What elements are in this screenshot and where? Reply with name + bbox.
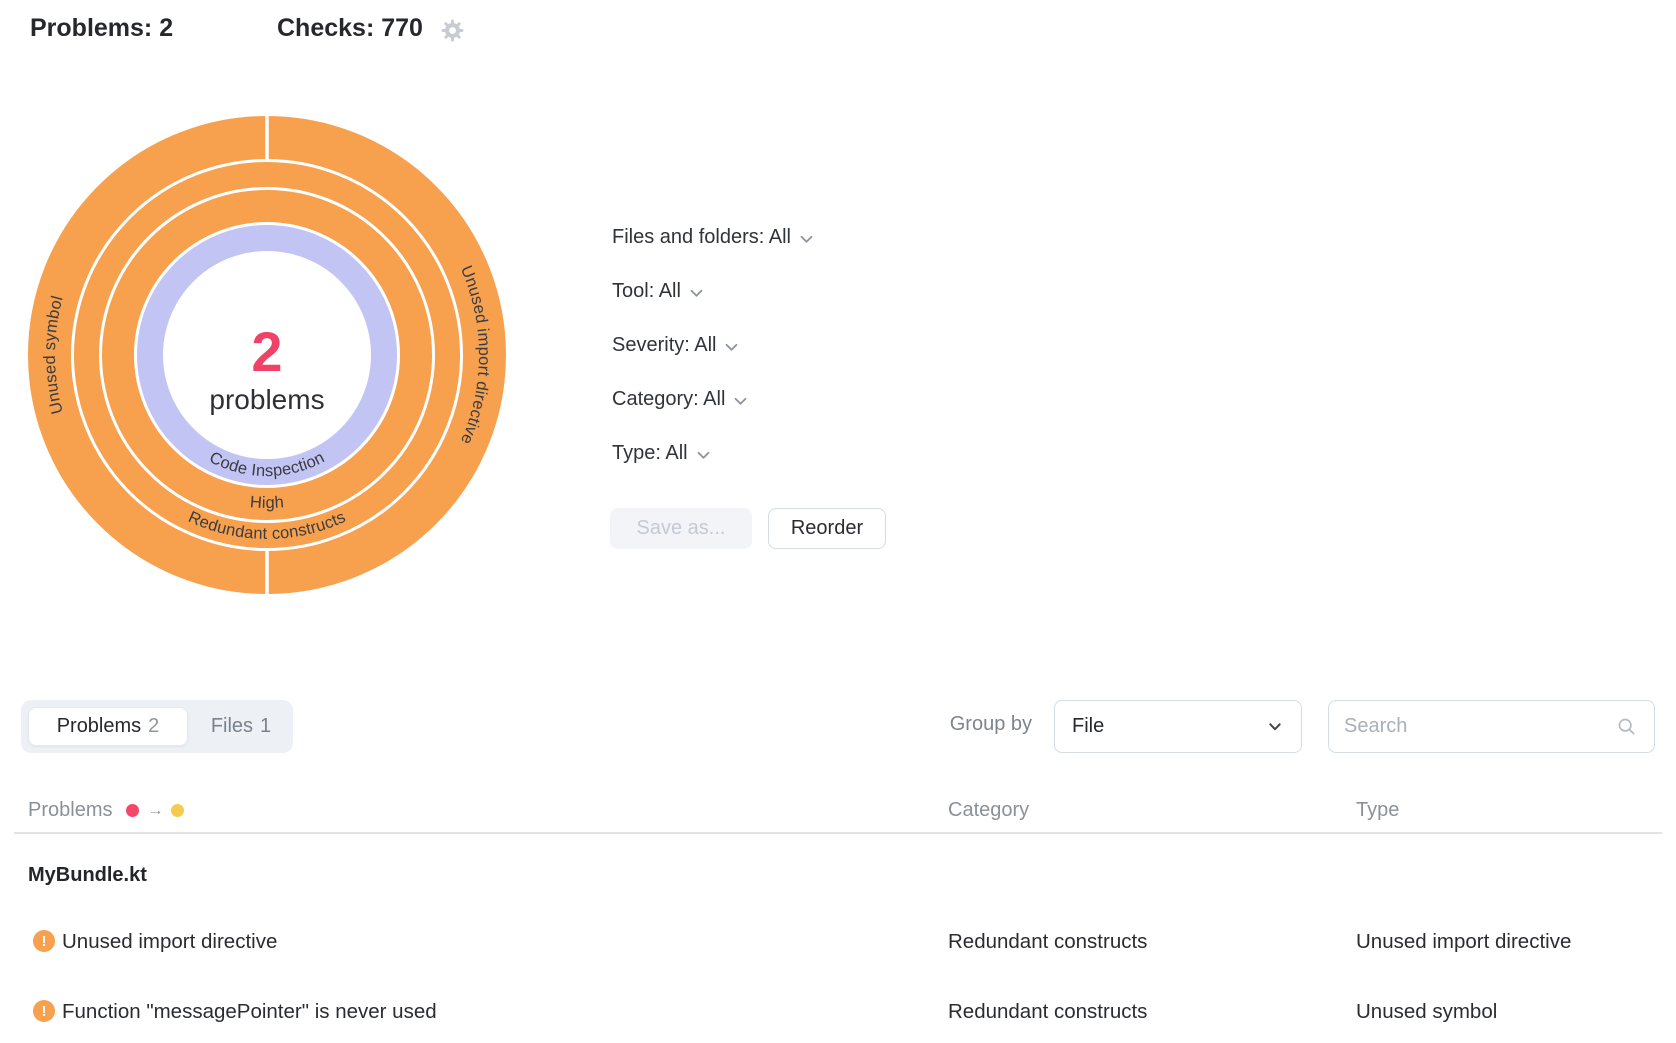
filter-files-and-folders-label: Files and folders: All (612, 226, 791, 248)
search-icon (1618, 718, 1635, 735)
chevron-down-icon (726, 343, 738, 351)
search-box (1328, 700, 1655, 753)
problems-count-label: problems (209, 384, 324, 415)
column-category: Category (948, 799, 1030, 821)
table-header: Problems → Category Type (0, 799, 1676, 825)
filter-files-and-folders[interactable]: Files and folders: All (612, 224, 813, 251)
problem-row[interactable]: ! Function "messagePointer" is never use… (0, 999, 1676, 1025)
tab-problems-label: Problems (56, 715, 142, 737)
search-input[interactable] (1344, 715, 1617, 738)
filter-severity[interactable]: Severity: All (612, 332, 813, 359)
file-group-name: MyBundle.kt (28, 864, 147, 886)
filter-tool-label: Tool: All (612, 280, 681, 302)
severity-low-dot (171, 804, 185, 817)
ring-severity-segment[interactable] (102, 190, 432, 520)
gear-icon (441, 19, 464, 42)
problems-count: 2 (251, 320, 282, 383)
filter-severity-label: Severity: All (612, 334, 717, 356)
filter-list: Files and folders: All Tool: All Severit… (612, 224, 813, 494)
problems-sunburst-chart: Unused symbol Unused import directive Re… (28, 116, 506, 594)
column-problems: Problems → (28, 799, 185, 822)
tab-files-count: 1 (260, 715, 272, 737)
file-group-row[interactable]: MyBundle.kt (0, 864, 1676, 890)
svg-text:High: High (249, 493, 284, 512)
severity-arrow: → (147, 802, 164, 819)
problems-summary: Problems: 2 (30, 14, 174, 42)
tab-files-label: Files (210, 715, 254, 737)
tab-problems[interactable]: Problems 2 (28, 707, 188, 746)
problem-text: Function "messagePointer" is never used (62, 1000, 437, 1023)
problem-category: Redundant constructs (948, 1000, 1148, 1023)
tab-files[interactable]: Files 1 (196, 707, 286, 746)
tab-problems-count: 2 (148, 715, 160, 737)
save-as-button[interactable]: Save as... (610, 508, 752, 549)
report-header: Problems: 2 Checks: 770 (30, 14, 630, 48)
problem-type: Unused symbol (1356, 1000, 1498, 1023)
severity-high-dot (126, 804, 140, 817)
group-by-value: File (1072, 715, 1105, 737)
warning-icon: ! (33, 1000, 55, 1022)
ring-tool-segment[interactable] (137, 225, 397, 485)
checks-summary: Checks: 770 (277, 14, 423, 42)
filter-tool[interactable]: Tool: All (612, 278, 813, 305)
filter-category-label: Category: All (612, 388, 726, 410)
ring-category-segment[interactable] (74, 162, 460, 548)
column-problems-label: Problems (28, 799, 113, 821)
problem-type: Unused import directive (1356, 930, 1572, 953)
view-tabs: Problems 2 Files 1 (21, 700, 293, 753)
group-by-label: Group by (949, 713, 1032, 735)
chevron-down-icon (800, 235, 813, 243)
reorder-button[interactable]: Reorder (768, 508, 886, 549)
chevron-down-icon (1269, 722, 1281, 730)
filter-category[interactable]: Category: All (612, 386, 813, 413)
warning-icon: ! (33, 930, 55, 952)
chevron-down-icon (697, 451, 710, 459)
table-header-divider (14, 832, 1662, 834)
problem-row[interactable]: ! Unused import directive Redundant cons… (0, 929, 1676, 955)
settings-button[interactable] (440, 18, 465, 43)
filter-type-label: Type: All (612, 442, 688, 464)
group-by-select[interactable]: File (1054, 700, 1302, 753)
chevron-down-icon (734, 397, 747, 405)
chevron-down-icon (690, 289, 703, 297)
problem-category: Redundant constructs (948, 930, 1148, 953)
ring-label-high: High (249, 493, 284, 512)
filter-type[interactable]: Type: All (612, 440, 813, 467)
column-type: Type (1356, 799, 1400, 821)
problem-text: Unused import directive (62, 930, 278, 953)
